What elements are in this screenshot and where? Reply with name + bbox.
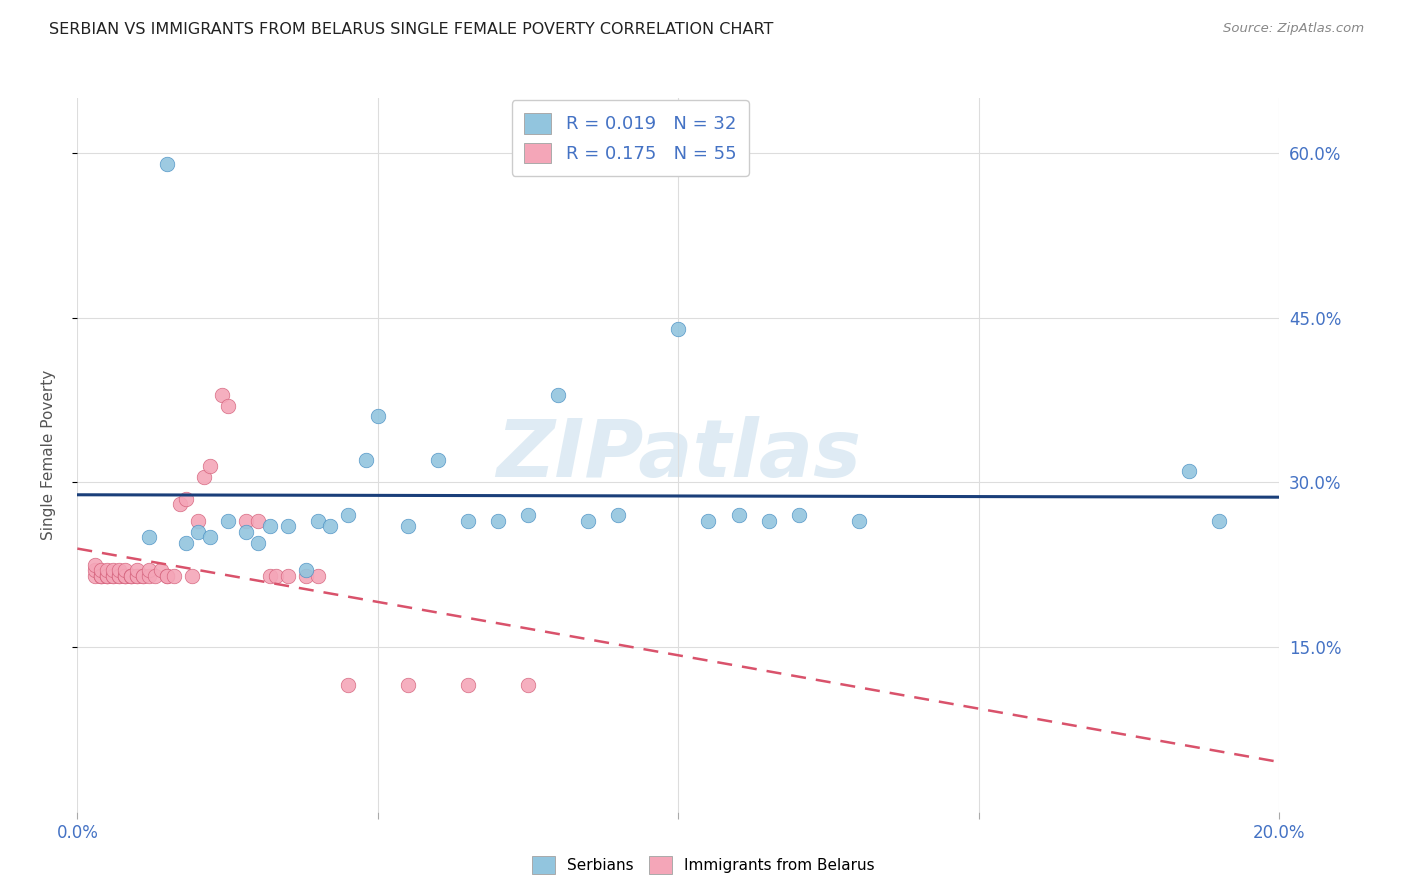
Point [517,678,540,692]
Legend: R = 0.019   N = 32, R = 0.175   N = 55: R = 0.019 N = 32, R = 0.175 N = 55 [512,100,749,176]
Point [457,514,479,528]
Text: SERBIAN VS IMMIGRANTS FROM BELARUS SINGLE FEMALE POVERTY CORRELATION CHART: SERBIAN VS IMMIGRANTS FROM BELARUS SINGL… [49,22,773,37]
Point [259,519,281,533]
Point [277,519,299,533]
Point [132,568,155,582]
Point [180,568,202,582]
Point [96,568,118,582]
Point [336,678,359,692]
Point [132,568,155,582]
Point [758,514,780,528]
Point [156,568,179,582]
Point [127,563,149,577]
Point [120,568,142,582]
Point [90,563,112,577]
Point [84,563,107,577]
Point [103,563,125,577]
Point [84,568,107,582]
Text: Source: ZipAtlas.com: Source: ZipAtlas.com [1223,22,1364,36]
Point [307,514,329,528]
Point [246,514,269,528]
Point [108,568,131,582]
Point [114,568,136,582]
Point [576,514,599,528]
Point [198,458,221,473]
Point [84,558,107,572]
Point [217,399,239,413]
Point [193,470,215,484]
Point [90,568,112,582]
Point [354,453,377,467]
Point [1178,464,1201,478]
Point [145,568,167,582]
Point [138,568,160,582]
Point [336,508,359,523]
Point [150,563,173,577]
Point [96,563,118,577]
Point [259,568,281,582]
Point [517,508,540,523]
Point [156,568,179,582]
Point [277,568,299,582]
Point [787,508,810,523]
Point [307,568,329,582]
Point [96,568,118,582]
Point [138,530,160,544]
Point [367,409,389,424]
Point [294,563,316,577]
Point [319,519,342,533]
Point [294,568,316,582]
Point [120,568,142,582]
Point [120,568,142,582]
Point [127,568,149,582]
Point [169,497,191,511]
Point [697,514,720,528]
Point [727,508,749,523]
Point [235,514,257,528]
Point [156,157,179,171]
Point [108,568,131,582]
Point [235,524,257,539]
Point [127,568,149,582]
Point [90,568,112,582]
Point [427,453,450,467]
Point [211,387,233,401]
Point [162,568,184,582]
Point [486,514,509,528]
Point [138,563,160,577]
Point [96,568,118,582]
Point [607,508,630,523]
Point [108,563,131,577]
Point [103,568,125,582]
Text: ZIPatlas: ZIPatlas [496,416,860,494]
Legend: Serbians, Immigrants from Belarus: Serbians, Immigrants from Belarus [526,850,880,880]
Point [217,514,239,528]
Point [198,530,221,544]
Point [848,514,870,528]
Point [174,491,197,506]
Point [246,535,269,549]
Y-axis label: Single Female Poverty: Single Female Poverty [42,370,56,540]
Point [1208,514,1230,528]
Point [114,568,136,582]
Point [187,514,209,528]
Point [457,678,479,692]
Point [547,387,569,401]
Point [114,563,136,577]
Point [668,321,690,335]
Point [114,568,136,582]
Point [396,519,419,533]
Point [90,568,112,582]
Point [396,678,419,692]
Point [264,568,287,582]
Point [174,535,197,549]
Point [187,524,209,539]
Point [103,568,125,582]
